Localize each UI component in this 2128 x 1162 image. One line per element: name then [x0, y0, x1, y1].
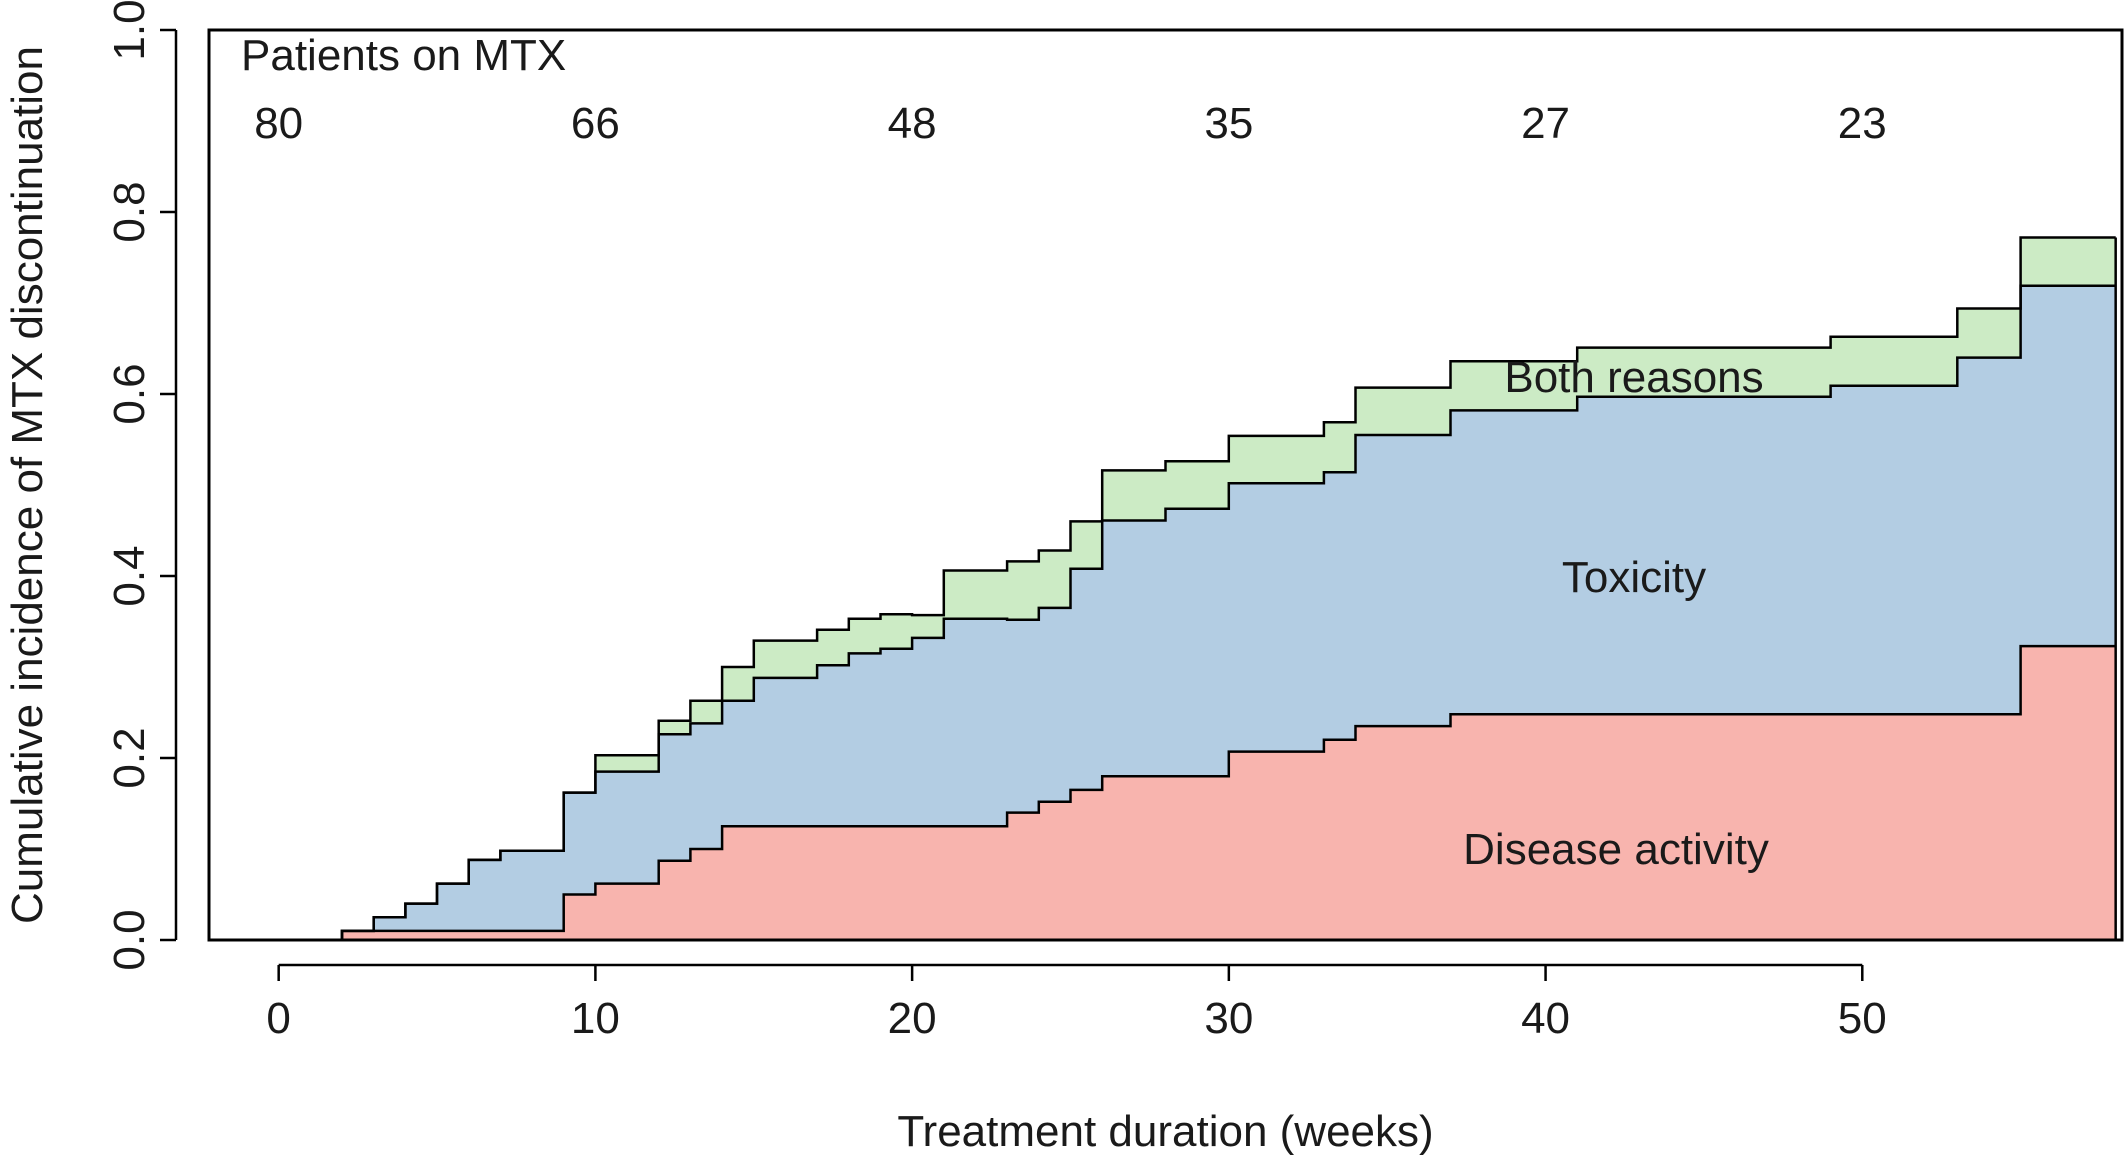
area-disease-activity — [278, 646, 2116, 940]
region-label-disease-activity: Disease activity — [1463, 825, 1769, 874]
y-axis-label: Cumulative incidence of MTX discontinuat… — [3, 46, 52, 924]
x-tick-label: 0 — [266, 994, 290, 1043]
risk-count: 23 — [1838, 99, 1887, 148]
risk-count: 80 — [254, 99, 303, 148]
risk-count: 66 — [571, 99, 620, 148]
risk-count: 27 — [1521, 99, 1570, 148]
x-tick-label: 50 — [1838, 994, 1887, 1043]
y-tick-label: 0.8 — [105, 181, 154, 242]
y-tick-label: 1.0 — [105, 0, 154, 61]
y-tick-label: 0.6 — [105, 363, 154, 424]
y-tick-label: 0.4 — [105, 545, 154, 606]
risk-count: 48 — [888, 99, 937, 148]
x-tick-label: 40 — [1521, 994, 1570, 1043]
x-axis: 0 10 20 30 40 50 — [266, 963, 1887, 1043]
risk-table-label: Patients on MTX — [241, 31, 566, 80]
x-axis-label: Treatment duration (weeks) — [897, 1107, 1433, 1156]
y-tick-label: 0.0 — [105, 909, 154, 970]
y-axis: 0.0 0.2 0.4 0.6 0.8 1.0 — [105, 0, 178, 971]
risk-table-counts: 80 66 48 35 27 23 — [254, 99, 1887, 148]
y-tick-label: 0.2 — [105, 727, 154, 788]
stacked-area-layer — [278, 237, 2116, 940]
x-tick-label: 30 — [1204, 994, 1253, 1043]
step-outline-layer — [278, 236, 2117, 942]
x-tick-label: 10 — [571, 994, 620, 1043]
plot-frame — [207, 28, 2124, 942]
step-line-both-reasons — [278, 236, 2116, 942]
region-label-toxicity: Toxicity — [1562, 553, 1706, 602]
area-toxicity — [278, 285, 2116, 940]
region-label-both-reasons: Both reasons — [1504, 353, 1763, 402]
x-tick-label: 20 — [888, 994, 937, 1043]
step-line-disease-activity — [278, 644, 2116, 942]
region-labels: Both reasons Toxicity Disease activity — [1463, 353, 1769, 874]
risk-count: 35 — [1204, 99, 1253, 148]
